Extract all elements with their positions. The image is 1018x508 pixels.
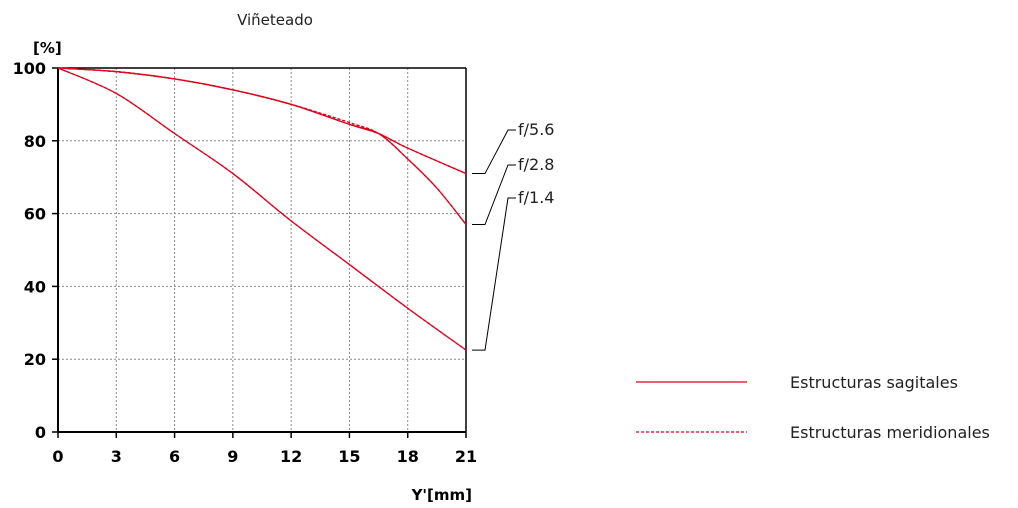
curve-label-f28: f/2.8 <box>518 155 554 174</box>
tick-labels: 0 20 40 60 80 100 0 3 6 9 12 15 18 21 <box>13 59 478 466</box>
axes <box>52 67 467 438</box>
leader-line <box>472 129 516 175</box>
curve-f14-sagittal <box>57 67 467 351</box>
y-tick-label: 20 <box>24 350 46 369</box>
x-tick-label: 3 <box>111 447 122 466</box>
x-tick-label: 6 <box>169 447 180 466</box>
leader-line <box>472 164 516 226</box>
curve-f28-meridional <box>57 67 467 225</box>
curve-f56-meridional <box>57 67 467 175</box>
curve-label-f56: f/5.6 <box>518 120 554 139</box>
curves <box>57 67 467 351</box>
curve-f14-meridional <box>57 67 467 351</box>
legend-label-dashed: Estructuras meridionales <box>790 423 990 442</box>
x-axis-label: Y'[mm] <box>411 486 472 504</box>
x-tick-label: 0 <box>52 447 63 466</box>
x-tick-label: 12 <box>280 447 302 466</box>
x-tick-label: 18 <box>397 447 419 466</box>
y-tick-label: 80 <box>24 132 46 151</box>
y-tick-label: 100 <box>13 59 46 78</box>
curve-labels: f/5.6 f/2.8 f/1.4 <box>472 120 554 351</box>
chart-title: Viñeteado <box>237 11 313 29</box>
x-tick-label: 15 <box>338 447 360 466</box>
legend-label-solid: Estructuras sagitales <box>790 373 958 392</box>
leader-line <box>472 197 516 351</box>
legend: Estructuras sagitales Estructuras meridio… <box>636 373 990 442</box>
y-axis-label: [%] <box>33 39 62 57</box>
y-tick-label: 40 <box>24 277 46 296</box>
x-tick-label: 9 <box>227 447 238 466</box>
y-tick-label: 60 <box>24 205 46 224</box>
curve-f56-sagittal <box>57 67 467 175</box>
y-tick-label: 0 <box>35 423 46 442</box>
curve-label-f14: f/1.4 <box>518 188 554 207</box>
x-tick-label: 21 <box>455 447 477 466</box>
grid <box>58 68 466 432</box>
